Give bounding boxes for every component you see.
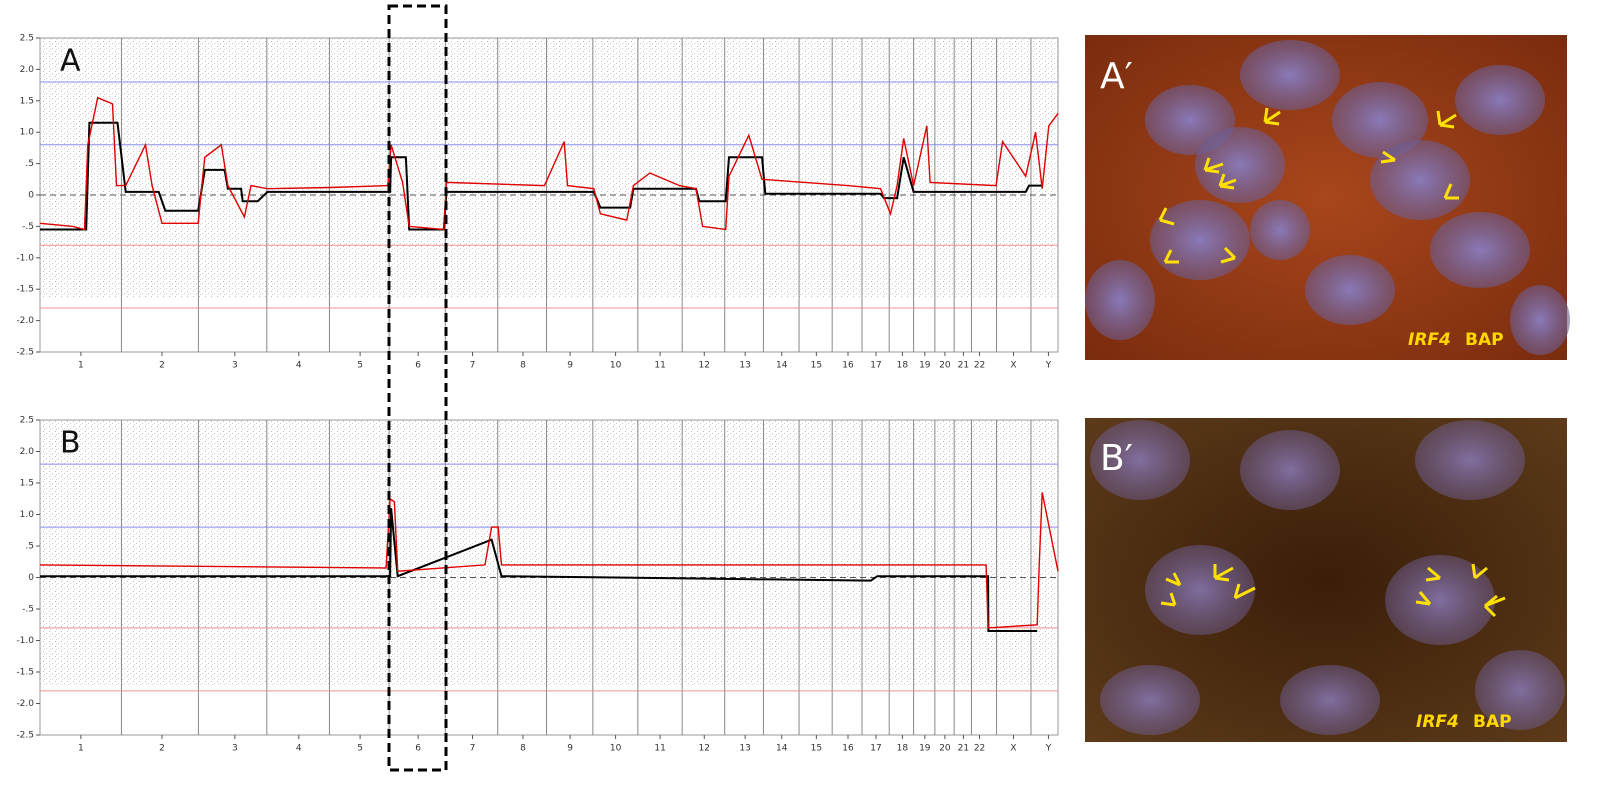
x-tick-label: 22 bbox=[974, 361, 985, 371]
x-tick-label: 6 bbox=[415, 361, 421, 371]
x-tick-label: 3 bbox=[232, 744, 238, 754]
copy-number-line bbox=[40, 508, 1038, 632]
y-tick-label: -1.5 bbox=[16, 285, 34, 295]
x-tick-label: 18 bbox=[897, 744, 909, 754]
x-tick-label: 15 bbox=[811, 744, 822, 754]
x-tick-label: 12 bbox=[699, 361, 710, 371]
x-tick-label: 8 bbox=[520, 361, 526, 371]
x-tick-label: 13 bbox=[739, 744, 750, 754]
x-tick-label: 2 bbox=[159, 361, 165, 371]
x-tick-label: Y bbox=[1045, 744, 1052, 754]
assay-name: BAP bbox=[1473, 712, 1512, 732]
x-tick-label: 9 bbox=[567, 744, 573, 754]
y-tick-label: 1.0 bbox=[20, 128, 35, 138]
x-tick-label: 12 bbox=[699, 744, 710, 754]
y-tick-label: 2.5 bbox=[20, 34, 34, 44]
x-tick-label: 19 bbox=[919, 744, 931, 754]
y-tick-label: -2.0 bbox=[16, 316, 34, 326]
y-tick-label: -1.0 bbox=[16, 253, 34, 263]
x-tick-label: 22 bbox=[974, 744, 985, 754]
x-tick-label: 2 bbox=[159, 744, 165, 754]
y-tick-label: 1.0 bbox=[20, 510, 35, 520]
x-tick-label: 10 bbox=[610, 744, 622, 754]
x-tick-label: 4 bbox=[296, 744, 302, 754]
y-tick-label: -1.5 bbox=[16, 668, 34, 678]
y-tick-label: 1.5 bbox=[20, 479, 34, 489]
plot: 2.52.01.51.0.50-.5-1.0-1.5-2.0-2.51 2 3 4 5 6… bbox=[16, 34, 1059, 371]
panel-label: B bbox=[60, 426, 81, 461]
y-tick-label: 0 bbox=[28, 191, 34, 201]
y-tick-label: 2.0 bbox=[20, 65, 35, 75]
x-tick-label: Y bbox=[1045, 361, 1052, 371]
plot: 2.52.01.51.0.50-.5-1.0-1.5-2.0-2.51 2 3 4 5 6… bbox=[16, 416, 1059, 754]
x-tick-label: 4 bbox=[296, 361, 302, 371]
y-tick-label: -2.5 bbox=[16, 731, 34, 741]
y-tick-label: 2.0 bbox=[20, 447, 35, 457]
x-tick-label: 18 bbox=[897, 361, 909, 371]
x-tick-label: 3 bbox=[232, 361, 238, 371]
y-tick-label: -2.0 bbox=[16, 699, 34, 709]
x-tick-label: 16 bbox=[842, 361, 854, 371]
micrograph: B′ IRF4 BAP bbox=[1085, 418, 1567, 742]
x-tick-label: X bbox=[1010, 361, 1016, 371]
assay-name: BAP bbox=[1465, 330, 1504, 350]
x-tick-label: 16 bbox=[842, 744, 854, 754]
x-tick-label: 21 bbox=[958, 361, 969, 371]
x-tick-label: 10 bbox=[610, 361, 622, 371]
panel-label: A bbox=[60, 44, 81, 79]
y-tick-label: .5 bbox=[25, 542, 34, 552]
copy-number-line bbox=[39, 492, 1059, 629]
x-tick-label: 1 bbox=[78, 361, 84, 371]
x-tick-label: 6 bbox=[415, 744, 421, 754]
y-tick-label: -.5 bbox=[22, 222, 34, 232]
x-tick-label: 1 bbox=[78, 744, 84, 754]
y-tick-label: 2.5 bbox=[20, 416, 34, 426]
panel-label: B′ bbox=[1100, 438, 1133, 479]
x-tick-label: 17 bbox=[870, 361, 881, 371]
x-tick-label: 11 bbox=[654, 744, 665, 754]
y-tick-label: -.5 bbox=[22, 605, 34, 615]
x-tick-label: 13 bbox=[739, 361, 750, 371]
x-tick-label: 8 bbox=[520, 744, 526, 754]
y-tick-label: 0 bbox=[28, 573, 34, 583]
y-tick-label: -1.0 bbox=[16, 636, 34, 646]
probe-name: IRF4 bbox=[1408, 330, 1451, 350]
highlight-box bbox=[387, 4, 448, 772]
x-tick-label: 20 bbox=[939, 744, 951, 754]
micrograph: A′ IRF4 BAP bbox=[1085, 35, 1570, 360]
panel-label: A′ bbox=[1100, 56, 1133, 97]
x-tick-label: 20 bbox=[939, 361, 951, 371]
probe-name: IRF4 bbox=[1416, 712, 1459, 732]
x-tick-label: 17 bbox=[870, 744, 881, 754]
x-tick-label: 5 bbox=[357, 361, 363, 371]
x-tick-label: 21 bbox=[958, 744, 969, 754]
x-tick-label: X bbox=[1010, 744, 1016, 754]
x-tick-label: 15 bbox=[811, 361, 822, 371]
y-tick-label: -2.5 bbox=[16, 348, 34, 358]
y-tick-label: .5 bbox=[25, 159, 34, 169]
x-tick-label: 5 bbox=[357, 744, 363, 754]
x-tick-label: 14 bbox=[776, 361, 788, 371]
x-tick-label: 14 bbox=[776, 744, 788, 754]
y-tick-label: 1.5 bbox=[20, 96, 34, 106]
x-tick-label: 9 bbox=[567, 361, 573, 371]
copy-number-line bbox=[39, 96, 1059, 231]
probe-cloud bbox=[40, 38, 1058, 298]
x-tick-label: 11 bbox=[654, 361, 665, 371]
x-tick-label: 7 bbox=[470, 744, 476, 754]
x-tick-label: 7 bbox=[470, 361, 476, 371]
probe-cloud bbox=[40, 420, 1058, 685]
x-tick-label: 19 bbox=[919, 361, 931, 371]
plots: 2.52.01.51.0.50-.5-1.0-1.5-2.0-2.51 2 3 4 5 6… bbox=[16, 34, 1059, 754]
